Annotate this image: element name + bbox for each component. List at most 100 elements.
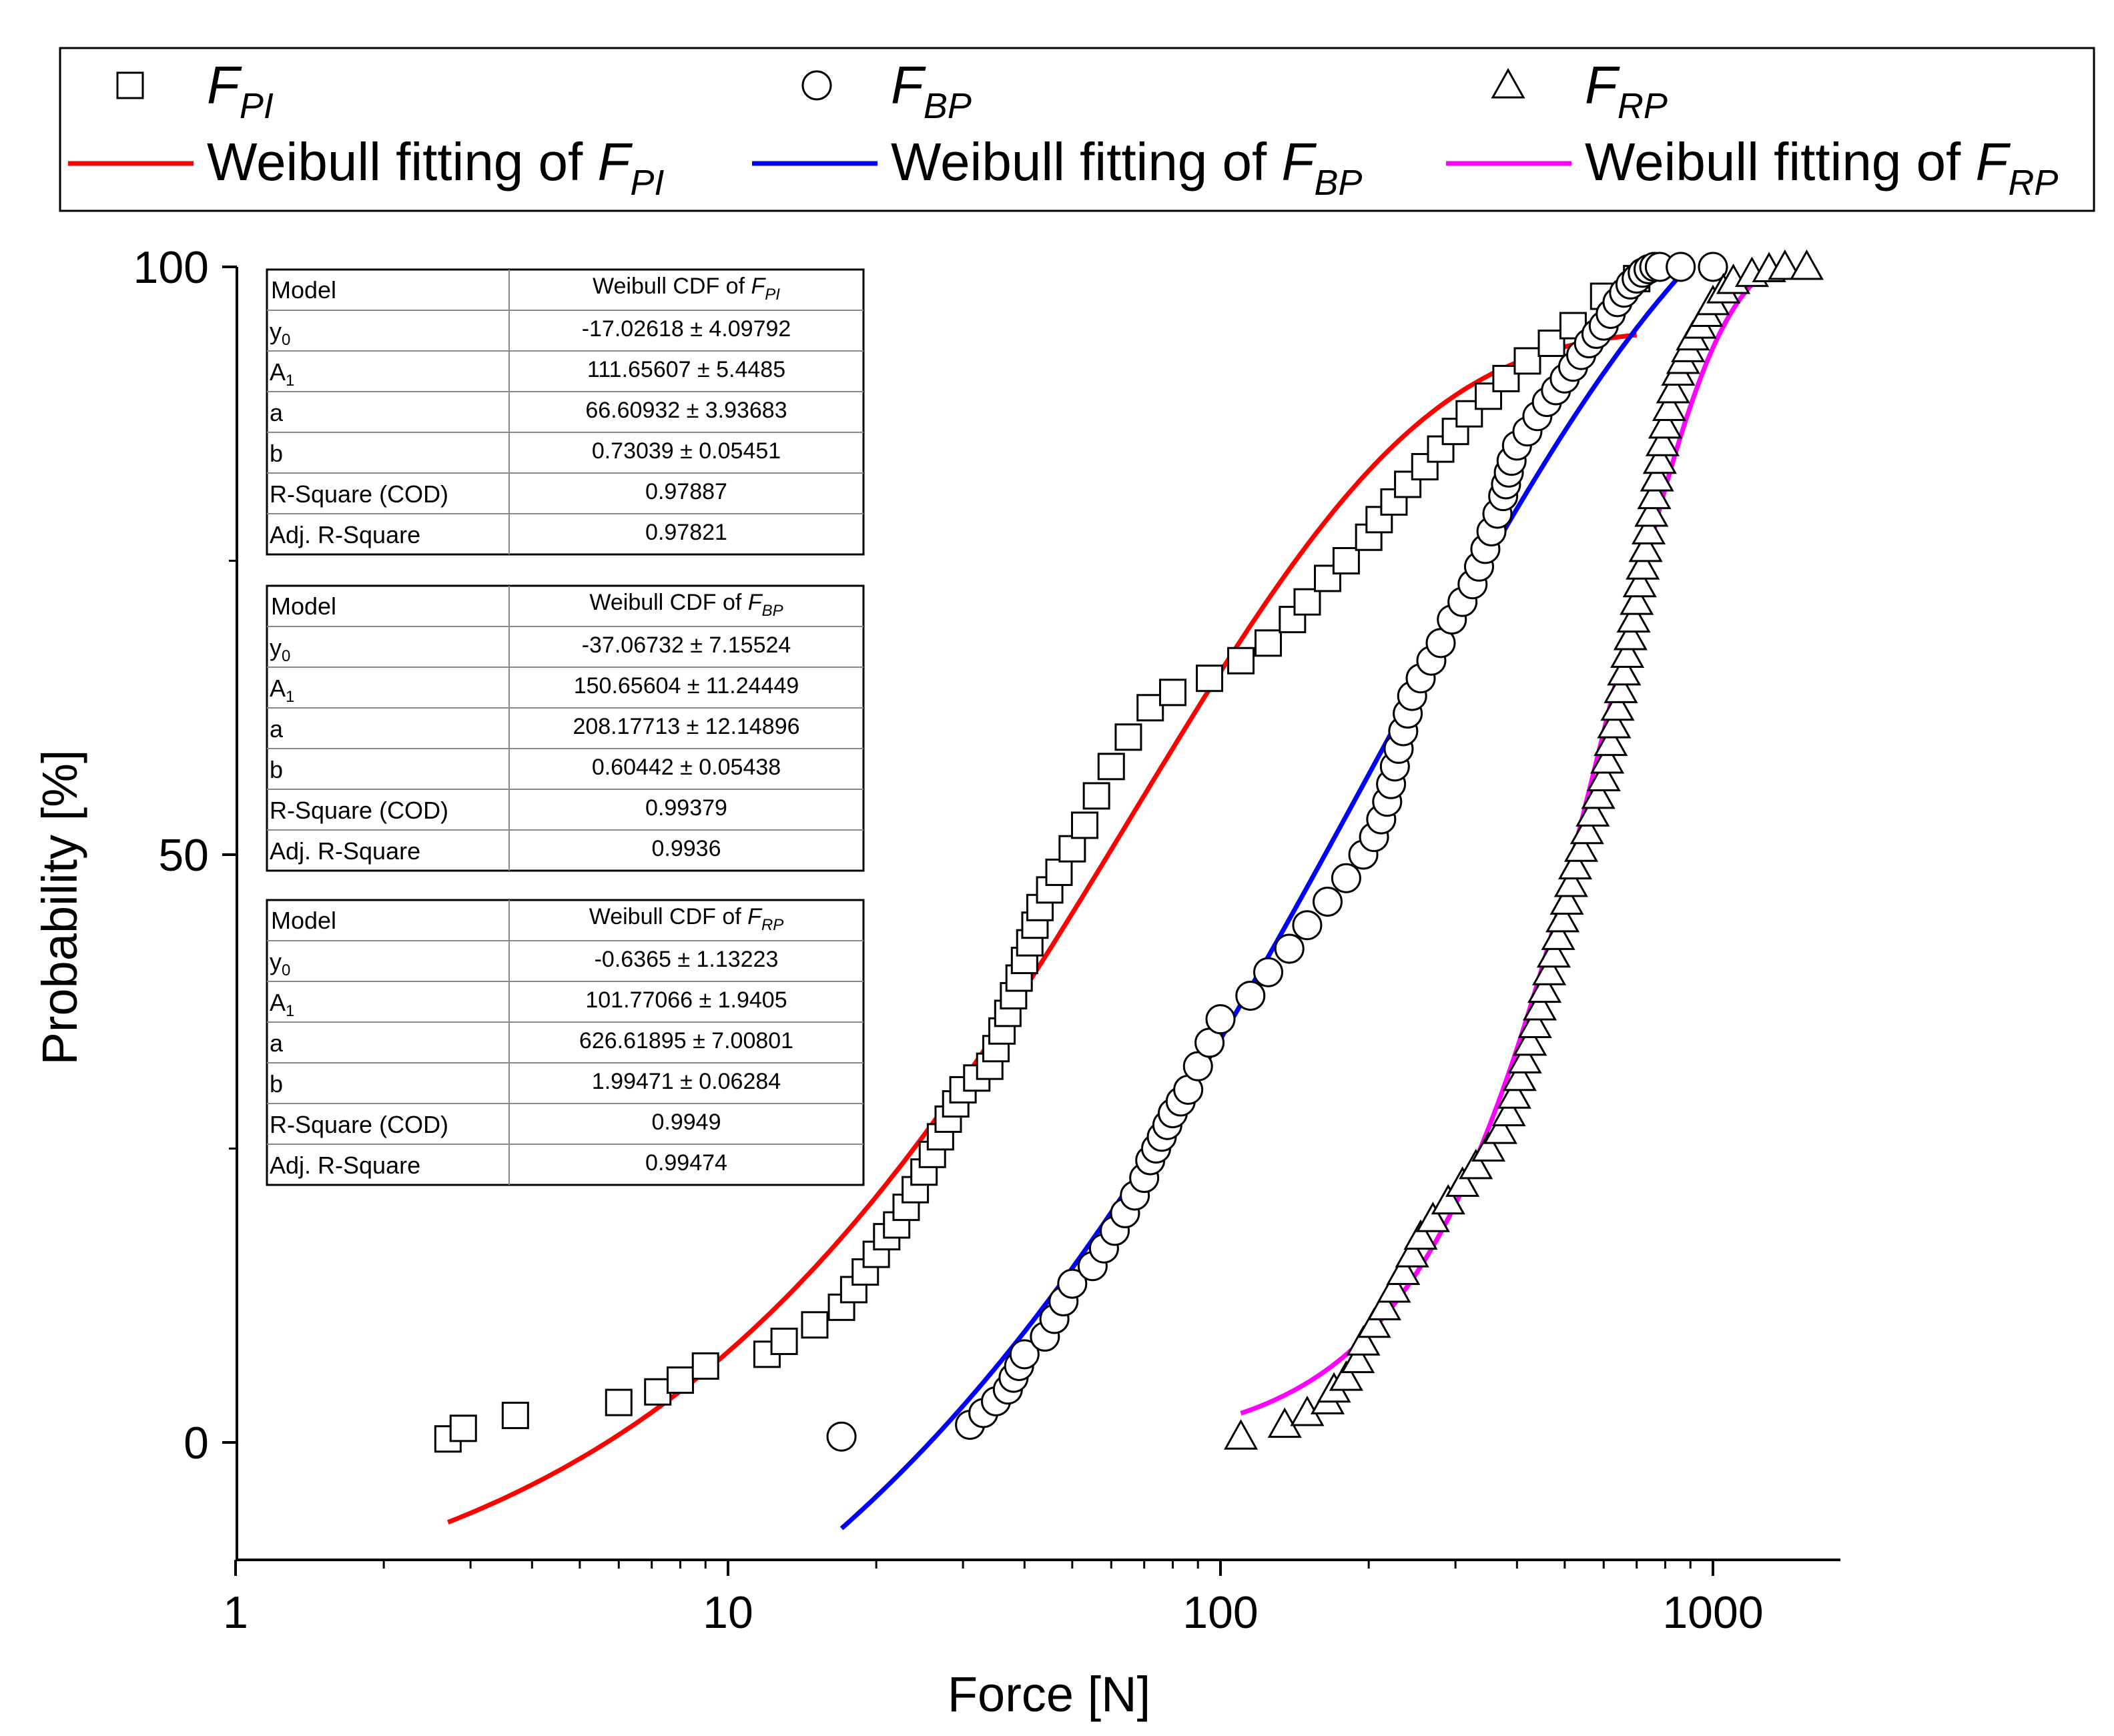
data-point <box>1698 252 1728 282</box>
data-point <box>801 1311 829 1339</box>
table-row-value: 111.65607 ± 5.4485 <box>587 357 785 382</box>
data-point <box>1581 778 1616 809</box>
table-row-label: A1 <box>270 675 294 706</box>
data-point <box>1158 679 1186 707</box>
data-point <box>644 1378 672 1406</box>
table-border <box>266 584 865 872</box>
data-point <box>1640 461 1674 492</box>
x-tick-label: 10 <box>703 1587 753 1638</box>
legend-box <box>59 47 2095 212</box>
data-point <box>1377 1272 1411 1303</box>
data-point <box>501 1401 529 1429</box>
data-point <box>1604 673 1638 703</box>
data-point <box>666 1366 694 1394</box>
data-point <box>691 1352 719 1380</box>
data-point <box>1292 910 1323 941</box>
legend-label: Weibull fitting of FRP <box>1585 132 2058 203</box>
data-point <box>1223 1419 1259 1450</box>
table-header-value: Weibull CDF of FBP <box>589 590 783 620</box>
table-row-value: 0.9936 <box>652 836 721 861</box>
table-row-label: A1 <box>270 358 294 390</box>
table-header-label: Model <box>271 907 336 934</box>
data-point <box>1656 372 1690 404</box>
data-point <box>1569 813 1604 845</box>
data-point <box>1648 408 1683 439</box>
fit-line-pi <box>447 332 1638 1525</box>
table-row-label: a <box>270 715 284 743</box>
data-point <box>1507 1043 1542 1073</box>
table-row-value: -17.02618 ± 4.09792 <box>582 316 791 342</box>
table-border <box>266 899 865 1186</box>
data-point <box>1071 811 1099 839</box>
data-point <box>1642 443 1677 474</box>
table-border <box>266 268 865 556</box>
data-point <box>1329 1360 1363 1391</box>
table-row-label: R-Square (COD) <box>270 480 448 508</box>
table-row-value: 150.65604 ± 11.24449 <box>574 673 799 699</box>
data-point <box>1549 884 1584 915</box>
data-point <box>1628 531 1663 562</box>
table-row-label: y0 <box>270 634 290 665</box>
table-row-label: a <box>270 1029 284 1057</box>
data-point <box>1403 1219 1438 1250</box>
data-point <box>1768 249 1802 280</box>
data-point <box>1616 602 1651 633</box>
data-point <box>1789 249 1824 280</box>
data-point <box>1253 957 1284 987</box>
legend: FPI FBP FRP Weibull fitting of FPI Weibull f… <box>59 47 2095 212</box>
data-point <box>1367 1290 1401 1320</box>
data-point <box>1395 1237 1429 1268</box>
table-header-label: Model <box>271 276 336 304</box>
data-point <box>1045 858 1073 886</box>
table-row-value: 626.61895 ± 7.00801 <box>579 1028 793 1053</box>
data-point <box>1471 1131 1506 1162</box>
fit-table-rp: Model Weibull CDF of FRP y0 -0.6365 ± 1.132… <box>266 899 865 1186</box>
data-point <box>1622 566 1657 598</box>
table-row-label: a <box>270 399 284 426</box>
data-point <box>1557 849 1593 880</box>
legend-marker <box>1491 67 1525 99</box>
table-row-value: 0.97887 <box>645 479 727 504</box>
data-point <box>1455 400 1483 428</box>
data-point <box>1666 252 1696 282</box>
data-point <box>1607 655 1642 686</box>
legend-entry-fpi: FPI <box>116 55 274 126</box>
data-point <box>1491 1096 1526 1127</box>
fit-table-pi: Model Weibull CDF of FPI y0 -17.02618 ± 4.0… <box>266 268 865 556</box>
data-point <box>1575 796 1610 827</box>
table-row-value: 208.17713 ± 12.14896 <box>573 714 799 739</box>
table-row-label: A1 <box>270 989 294 1020</box>
table-row-value: 101.77066 ± 1.9405 <box>585 987 787 1013</box>
table-row-value: 0.99474 <box>645 1150 727 1176</box>
legend-label: FRP <box>1585 55 1668 126</box>
table-row-value: 0.9949 <box>652 1110 721 1135</box>
data-point <box>1415 1202 1450 1232</box>
data-point <box>770 1327 798 1355</box>
data-point <box>1626 549 1660 580</box>
data-point <box>1255 629 1283 657</box>
data-point <box>826 1421 857 1452</box>
table-row-label: R-Square (COD) <box>270 797 448 824</box>
data-point <box>1196 665 1224 693</box>
data-point <box>1082 782 1110 810</box>
fit-line-rp <box>1240 268 1771 1416</box>
data-point <box>1594 725 1628 757</box>
x-tick-label: 100 <box>1182 1587 1258 1638</box>
table-row-label: R-Square (COD) <box>270 1111 448 1138</box>
data-point <box>1631 514 1666 544</box>
legend-entry-frp: FRP <box>1491 55 1668 126</box>
legend-entry-fit-fpi: Weibull fitting of FPI <box>68 132 664 203</box>
series-f-rp <box>1223 249 1824 1450</box>
data-point <box>1610 637 1645 668</box>
axis-labels: Force [N] Probability [%] <box>32 750 1150 1722</box>
data-point <box>988 1017 1016 1045</box>
data-point <box>1114 723 1142 751</box>
table-row-label: y0 <box>270 948 290 979</box>
data-point <box>1009 1339 1040 1370</box>
table-row-label: Adj. R-Square <box>270 837 420 865</box>
table-row-value: 0.73039 ± 0.05451 <box>592 438 781 464</box>
data-point <box>1545 901 1580 933</box>
data-point <box>1346 1325 1381 1356</box>
data-point <box>1502 1060 1537 1092</box>
